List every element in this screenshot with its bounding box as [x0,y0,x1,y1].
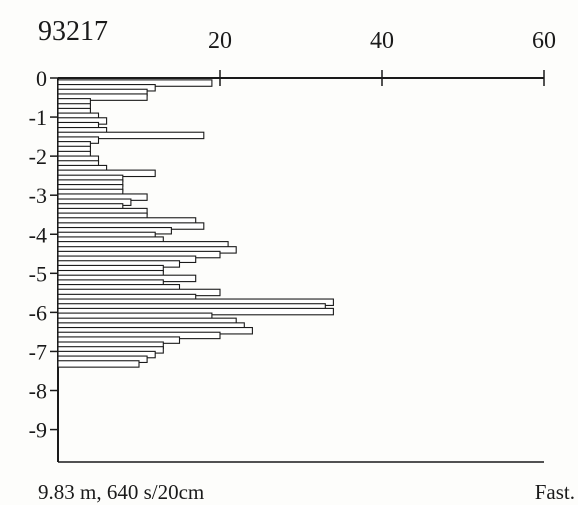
bars [57,79,334,368]
footer-depth-label: 9.83 m, 640 s/20cm [38,480,204,504]
bar [57,131,205,140]
y-tick-label: -5 [29,261,47,286]
y-tick-label: -7 [29,339,47,364]
y-tick-label: -1 [29,105,47,130]
x-tick-label: 40 [370,28,394,54]
y-tick-label: -9 [29,418,47,443]
ticks: 20 40 60 0 -1 -2 -3 -4 -5 -6 -7 -8 -9 [29,28,556,443]
bar [57,360,140,368]
y-tick-label: -6 [29,300,47,325]
y-tick-label: -4 [29,222,47,247]
y-tick-label: 0 [36,66,47,91]
y-tick-label: -3 [29,183,47,208]
bar [57,93,148,101]
footer-speed-label: Fast. [535,480,575,504]
x-tick-label: 60 [532,28,556,54]
x-tick-label: 20 [208,28,232,54]
y-tick-label: -8 [29,379,47,404]
y-tick-label: -2 [29,144,47,169]
chart-title: 93217 [38,16,108,47]
